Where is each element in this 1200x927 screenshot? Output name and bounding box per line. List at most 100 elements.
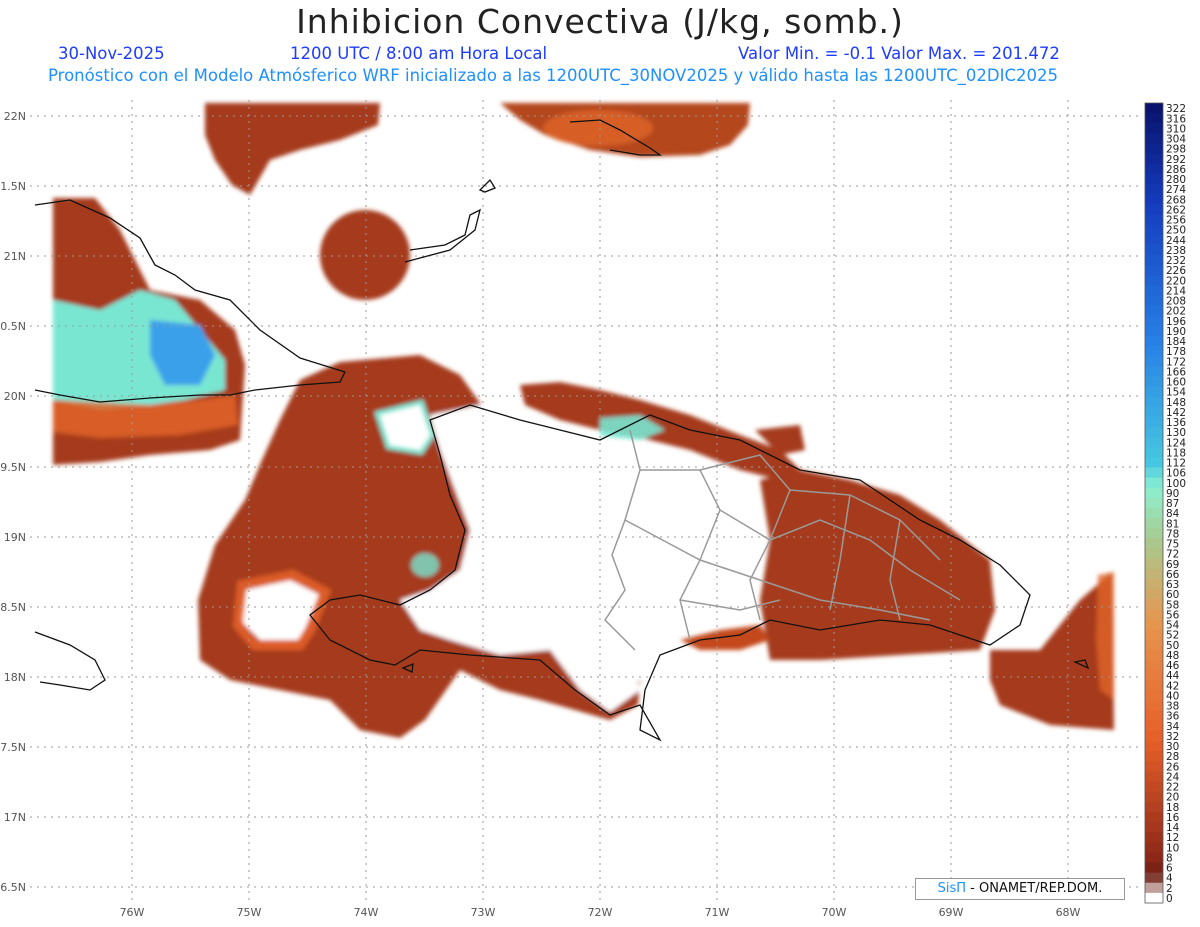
- colorbar-swatch: [1145, 244, 1163, 256]
- colorbar-swatch: [1145, 842, 1163, 853]
- colorbar-swatch: [1145, 163, 1163, 175]
- colorbar-swatch: [1145, 649, 1163, 661]
- colorbar-swatch: [1145, 761, 1163, 772]
- colorbar-label: 8: [1166, 852, 1173, 864]
- colorbar-swatch: [1145, 315, 1163, 327]
- colorbar-label: 178: [1166, 346, 1186, 358]
- colorbar-swatch: [1145, 295, 1163, 307]
- colorbar-label: 90: [1166, 488, 1179, 500]
- colorbar-label: 81: [1166, 518, 1179, 530]
- colorbar-swatch: [1145, 103, 1163, 114]
- colorbar-label: 100: [1166, 478, 1186, 490]
- colorbar-swatch: [1145, 832, 1163, 843]
- lon-label: 68W: [1056, 906, 1081, 919]
- colorbar-swatch: [1145, 751, 1163, 762]
- colorbar-label: 58: [1166, 599, 1179, 611]
- colorbar-label: 16: [1166, 812, 1180, 824]
- colorbar-label: 20: [1166, 792, 1179, 804]
- colorbar-label: 286: [1166, 164, 1186, 176]
- colorbar-label: 48: [1166, 650, 1179, 662]
- colorbar-label: 256: [1166, 215, 1186, 227]
- colorbar-swatch: [1145, 821, 1163, 833]
- colorbar-swatch: [1145, 406, 1163, 418]
- colorbar-swatch: [1145, 528, 1163, 539]
- field-cuba-orange: [53, 395, 238, 438]
- colorbar-label: 172: [1166, 356, 1186, 368]
- colorbar-label: 208: [1166, 296, 1186, 308]
- colorbar-label: 78: [1166, 528, 1179, 540]
- colorbar-swatch: [1145, 437, 1163, 448]
- value-range-label: Valor Min. = -0.1 Valor Max. = 201.472: [738, 44, 1060, 63]
- colorbar-label: 0: [1166, 893, 1173, 905]
- colorbar-swatch: [1145, 285, 1163, 296]
- colorbar-swatch: [1145, 558, 1163, 570]
- colorbar-swatch: [1145, 427, 1163, 438]
- lon-label: 70W: [822, 906, 847, 919]
- colorbar-swatch: [1145, 578, 1163, 590]
- colorbar-label: 196: [1166, 316, 1186, 328]
- grid: [30, 100, 1140, 900]
- colorbar-swatch: [1145, 670, 1163, 681]
- field-east-pr: [990, 572, 1114, 730]
- colorbar-label: 75: [1166, 539, 1179, 551]
- lat-label: 21N: [4, 250, 26, 263]
- colorbar-label: 124: [1166, 437, 1186, 449]
- colorbar-swatch: [1145, 143, 1163, 155]
- colorbar-swatch: [1145, 538, 1163, 550]
- colorbar-swatch: [1145, 123, 1163, 134]
- colorbar-label: 38: [1166, 701, 1179, 713]
- colorbar-swatch: [1145, 781, 1163, 793]
- lat-labels: 22N 1.5N 21N 0.5N 20N 9.5N 19N 8.5N 18N …: [0, 110, 26, 894]
- lat-label: 17N: [4, 811, 26, 824]
- colorbar-label: 202: [1166, 306, 1186, 318]
- lon-label: 72W: [588, 906, 613, 919]
- colorbar-label: 87: [1166, 498, 1179, 510]
- colorbar-swatch: [1145, 720, 1163, 732]
- colorbar-label: 72: [1166, 549, 1179, 561]
- field-gap-west: [240, 580, 320, 640]
- colorbar-swatch: [1145, 791, 1163, 803]
- colorbar-swatch: [1145, 366, 1163, 377]
- map-title: Inhibicion Convectiva (J/kg, somb.): [296, 2, 904, 41]
- colorbar-label: 160: [1166, 377, 1186, 389]
- credit-box: SisΠ - ONAMET/REP.DOM.: [915, 878, 1125, 900]
- colorbar-swatch: [1145, 548, 1163, 560]
- colorbar-swatch: [1145, 771, 1163, 782]
- field-blob-circle: [320, 210, 410, 300]
- colorbar-swatch: [1145, 194, 1163, 205]
- colorbar-swatch: [1145, 204, 1163, 215]
- colorbar-label: 304: [1166, 134, 1186, 146]
- colorbar-label: 66: [1166, 569, 1180, 581]
- lat-label: 7.5N: [0, 741, 26, 754]
- colorbar-swatch: [1145, 518, 1163, 529]
- colorbar-label: 244: [1166, 235, 1186, 247]
- colorbar-swatch: [1145, 346, 1163, 357]
- lon-label: 74W: [354, 906, 379, 919]
- colorbar-label: 56: [1166, 609, 1180, 621]
- lat-label: 1.5N: [0, 180, 26, 193]
- colorbar-swatch: [1145, 265, 1163, 276]
- colorbar-swatch: [1145, 852, 1163, 863]
- colorbar-swatch: [1145, 153, 1163, 165]
- colorbar-swatch: [1145, 214, 1163, 226]
- colorbar-label: 34: [1166, 721, 1180, 733]
- colorbar-swatch: [1145, 457, 1163, 469]
- colorbar-swatch: [1145, 305, 1163, 317]
- colorbar-label: 118: [1166, 447, 1186, 459]
- colorbar-label: 10: [1166, 842, 1179, 854]
- colorbar-swatch: [1145, 639, 1163, 651]
- colorbar-border: [1144, 102, 1164, 904]
- colorbar-label: 12: [1166, 832, 1179, 844]
- lon-labels: 76W 75W 74W 73W 72W 71W 70W 69W 68W: [120, 906, 1081, 919]
- colorbar-swatch: [1145, 477, 1163, 489]
- colorbar-swatch: [1145, 254, 1163, 266]
- colorbar-swatch: [1145, 730, 1163, 742]
- lon-label: 69W: [939, 906, 964, 919]
- colorbar-swatch: [1145, 396, 1163, 408]
- colorbar-swatch: [1145, 113, 1163, 124]
- field-dr-east: [760, 470, 995, 660]
- colorbar-label: 226: [1166, 265, 1186, 277]
- colorbar-label: 136: [1166, 417, 1186, 429]
- colorbar-swatch: [1145, 416, 1163, 428]
